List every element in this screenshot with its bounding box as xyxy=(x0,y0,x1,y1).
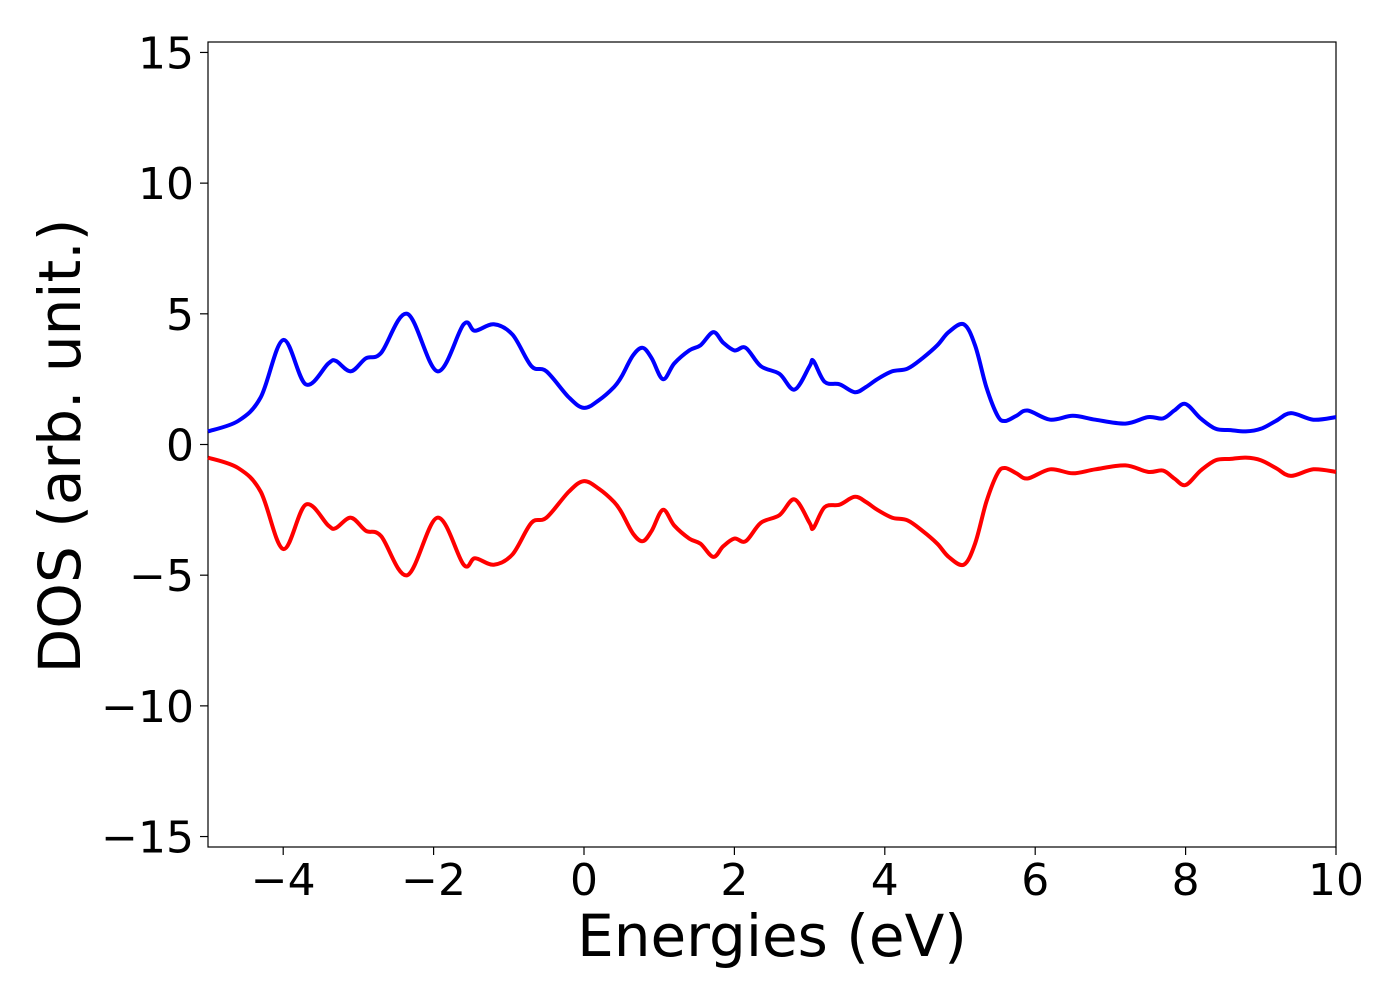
y-tick-label: −15 xyxy=(101,813,194,864)
x-axis-ticks: −4 −2 0 2 4 6 8 10 xyxy=(251,847,1364,906)
x-tick-label: −2 xyxy=(401,855,466,906)
x-tick-label: −4 xyxy=(251,855,316,906)
x-axis-label: Energies (eV) xyxy=(577,902,967,970)
y-tick-label: 0 xyxy=(166,421,194,472)
plot-frame xyxy=(207,41,1337,848)
y-tick-label: 10 xyxy=(138,159,194,210)
x-tick-label: 10 xyxy=(1308,855,1364,906)
series-layer xyxy=(207,311,1337,578)
y-axis-label: DOS (arb. unit.) xyxy=(26,219,94,674)
x-tick-label: 6 xyxy=(1021,855,1049,906)
y-tick-label: 5 xyxy=(166,290,194,341)
x-tick-label: 2 xyxy=(720,855,748,906)
series-line-2 xyxy=(207,455,1337,578)
y-tick-label: −10 xyxy=(101,682,194,733)
y-tick-label: 15 xyxy=(138,28,194,79)
y-tick-label: −5 xyxy=(129,551,194,602)
x-tick-label: 8 xyxy=(1172,855,1200,906)
x-tick-label: 4 xyxy=(871,855,899,906)
series-line-1 xyxy=(207,311,1337,434)
x-tick-label: 0 xyxy=(570,855,598,906)
y-axis-ticks: −15 −10 −5 0 5 10 15 xyxy=(101,28,208,864)
